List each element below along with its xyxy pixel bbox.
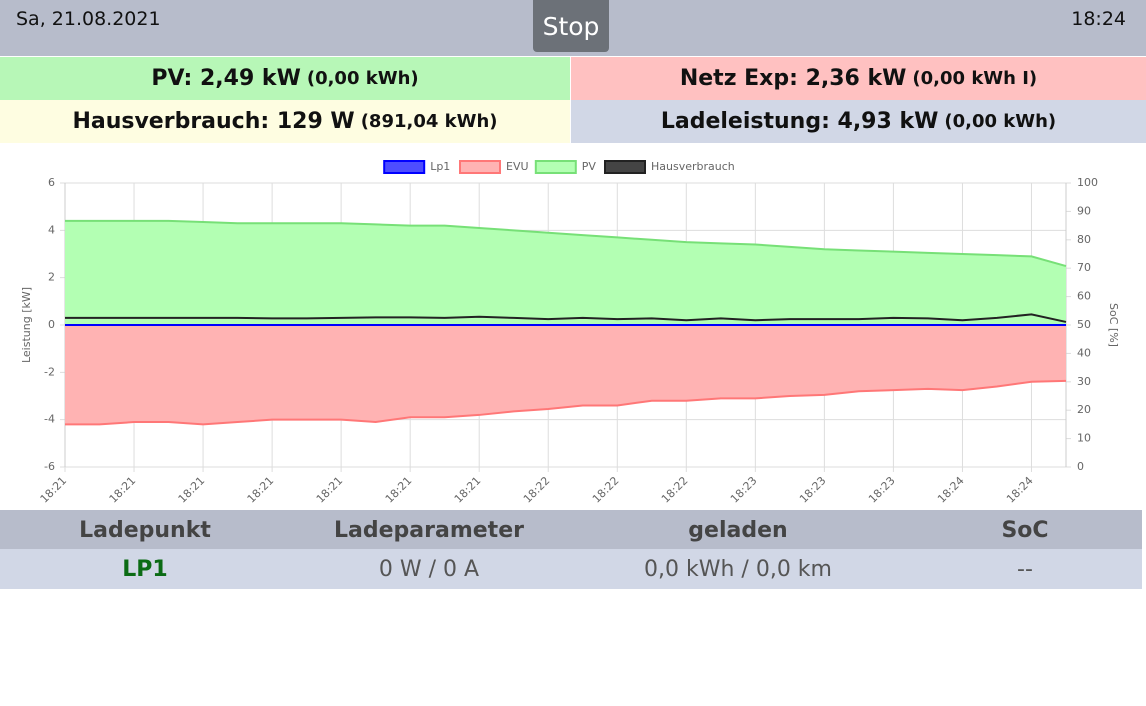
legend-swatch: [459, 160, 501, 174]
tile-label: PV: 2,49 kW: [151, 66, 301, 91]
y2-tick-label: 60: [1077, 290, 1091, 303]
y2-axis-label: SoC [%]: [1107, 303, 1120, 347]
pv-tile: PV: 2,49 kW (0,00 kWh): [0, 57, 570, 100]
x-tick-label: 18:23: [797, 474, 829, 506]
cell: 0,0 kWh / 0,0 km: [644, 556, 832, 582]
y-tick-label: -2: [44, 365, 55, 378]
tile-label: Netz Exp: 2,36 kW: [679, 66, 907, 91]
y2-tick-label: 100: [1077, 176, 1098, 189]
column-header: SoC: [1001, 517, 1049, 543]
tile-label: Ladeleistung: 4,93 kW: [660, 109, 939, 134]
y-tick-label: 4: [48, 223, 55, 236]
tile-detail: (0,00 kWh I): [912, 68, 1038, 89]
table-row[interactable]: LP1 0 W / 0 A 0,0 kWh / 0,0 km --: [0, 549, 1142, 589]
legend-swatch: [534, 160, 577, 174]
area-fill: [65, 220, 1066, 325]
y-tick-label: -4: [44, 413, 55, 426]
area-fill: [65, 325, 1066, 425]
legend-label: Lp1: [430, 160, 450, 173]
y2-tick-label: 10: [1077, 432, 1091, 445]
x-tick-label: 18:21: [314, 474, 346, 506]
y-tick-label: 6: [48, 176, 55, 189]
legend-label: EVU: [506, 160, 529, 173]
series-line: [65, 313, 1067, 323]
series-line: [65, 219, 1067, 268]
column-header: Ladepunkt: [79, 517, 211, 543]
y-tick-label: -6: [44, 460, 55, 473]
tile-detail: (0,00 kWh): [944, 111, 1057, 132]
x-tick-label: 18:22: [590, 474, 622, 506]
tile-detail: (0,00 kWh): [306, 68, 419, 89]
x-tick-label: 18:24: [935, 474, 967, 506]
y2-tick-label: 90: [1077, 204, 1091, 217]
date: Sa, 21.08.2021: [16, 8, 161, 30]
x-tick-label: 18:21: [452, 474, 484, 506]
cell: LP1: [122, 556, 168, 582]
time: 18:24: [1071, 8, 1126, 30]
x-tick-label: 18:21: [176, 474, 208, 506]
grid-tile: Netz Exp: 2,36 kW (0,00 kWh I): [571, 57, 1146, 100]
x-tick-label: 18:21: [107, 474, 139, 506]
y2-tick-label: 0: [1077, 460, 1084, 473]
table-header: Ladepunkt Ladeparameter geladen SoC: [0, 510, 1142, 550]
legend-label: Hausverbrauch: [651, 160, 735, 173]
tile-label: Hausverbrauch: 129 W: [72, 109, 355, 134]
y2-tick-label: 50: [1077, 318, 1091, 331]
y-axis-label: Leistung [kW]: [20, 287, 33, 363]
cell: --: [1017, 556, 1033, 582]
x-tick-label: 18:22: [521, 474, 553, 506]
y2-tick-label: 80: [1077, 233, 1091, 246]
charge-tile: Ladeleistung: 4,93 kW (0,00 kWh): [571, 100, 1146, 143]
series-line: [65, 379, 1067, 426]
house-tile: Hausverbrauch: 129 W (891,04 kWh): [0, 100, 570, 143]
x-tick-label: 18:21: [383, 474, 415, 506]
x-tick-label: 18:22: [659, 474, 691, 506]
x-tick-label: 18:23: [728, 474, 760, 506]
x-tick-label: 18:21: [245, 474, 277, 506]
y-tick-label: 2: [48, 271, 55, 284]
stop-button[interactable]: Stop: [533, 0, 609, 52]
x-tick-label: 18:24: [1004, 474, 1036, 506]
tile-detail: (891,04 kWh): [360, 111, 498, 132]
column-header: geladen: [688, 517, 788, 543]
legend-label: PV: [582, 160, 597, 173]
legend-swatch: [604, 160, 646, 174]
cell: 0 W / 0 A: [378, 556, 480, 582]
y2-tick-label: 30: [1077, 375, 1091, 388]
column-header: Ladeparameter: [334, 517, 524, 543]
y2-tick-label: 20: [1077, 403, 1091, 416]
y2-tick-label: 70: [1077, 261, 1091, 274]
x-tick-label: 18:21: [38, 474, 70, 506]
x-tick-label: 18:23: [866, 474, 898, 506]
y-tick-label: 0: [48, 318, 55, 331]
legend-swatch: [383, 160, 426, 174]
y2-tick-label: 40: [1077, 346, 1091, 359]
